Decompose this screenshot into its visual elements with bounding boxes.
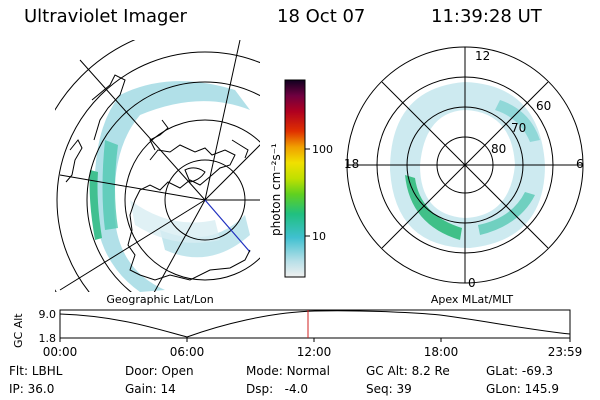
timeline-xtick-0600: 06:00 [170,345,205,359]
timeline-axis-label: GC Alt [12,313,25,348]
time-label: 11:39:28 UT [431,6,542,27]
aurora-band-lower [160,215,250,258]
mlat-label-80: 80 [491,142,506,156]
aurora-band-core [89,170,102,240]
status-seq: Seq: 39 [366,382,412,396]
polar-aurora-noon [495,100,540,142]
aurora-band [94,81,250,292]
aurora-band-bright [102,140,118,230]
terminator-line [204,199,251,253]
polar-aurora-dawn [478,192,535,235]
timeline-ticks [59,338,571,342]
status-door: Door: Open [125,364,194,378]
mlt-label-12: 12 [475,49,490,63]
colorbar-unit: photon cm⁻²s⁻¹ [269,143,283,236]
mlt-label-0: 0 [468,276,476,290]
mlat-label-60: 60 [536,99,551,113]
status-gain: Gain: 14 [125,382,176,396]
lat-circle-4 [56,51,260,292]
timeline-xtick-1800: 18:00 [424,345,459,359]
mlt-axis-diag2 [381,81,549,249]
status-glon: GLon: 145.9 [486,382,559,396]
left-map-caption: Geographic Lat/Lon [106,293,213,306]
status-glat: GLat: -69.3 [486,364,553,378]
timeline-xtick-2359: 23:59 [548,345,583,359]
meridians [59,40,260,292]
colorbar-label-100: 100 [312,143,333,156]
colorbar [284,79,306,278]
status-gc-alt: GC Alt: 8.2 Re [366,364,450,378]
mlat-label-70: 70 [511,121,526,135]
coastlines [65,74,251,281]
status-mode: Mode: Normal [246,364,330,378]
status-dsp: Dsp: -4.0 [246,382,309,396]
date-label: 18 Oct 07 [277,6,366,27]
timeline-xtick-1200: 12:00 [297,345,332,359]
status-ip: IP: 36.0 [9,382,55,396]
polar-aurora-bright [405,175,462,240]
mlt-label-18: 18 [344,157,359,171]
colorbar-label-10: 10 [312,230,326,243]
lat-circle-2 [124,119,260,281]
timeline-ytick-1: 1.8 [39,332,57,345]
status-filter: Flt: LBHL [9,364,63,378]
geographic-map [55,40,260,292]
instrument-title: Ultraviolet Imager [24,6,187,27]
right-map-caption: Apex MLat/MLT [431,293,514,306]
polar-map [346,46,584,284]
mlt-label-6: 6 [576,157,584,171]
aurora-diffuse [130,200,220,243]
timeline-ytick-9: 9.0 [39,308,57,321]
timeline-plot [59,309,571,339]
timeline-xtick-0000: 00:00 [43,345,78,359]
lat-circle-3 [86,81,260,292]
altitude-curve [59,310,571,338]
